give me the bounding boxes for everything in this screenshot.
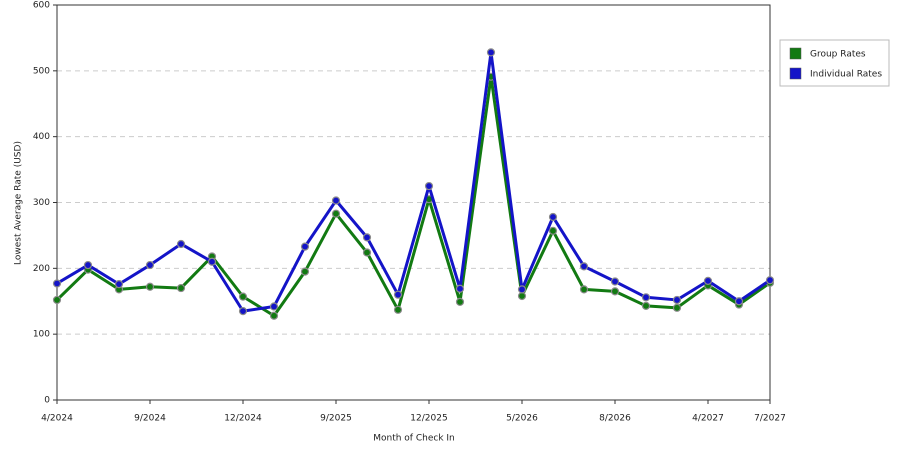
y-tick-label: 100	[33, 330, 50, 340]
data-point	[269, 311, 279, 320]
series-line	[55, 75, 771, 318]
data-point	[579, 285, 589, 294]
series-line	[56, 50, 771, 313]
data-point	[517, 291, 527, 301]
y-tick-label: 500	[33, 66, 50, 76]
data-point	[83, 260, 93, 270]
x-tick-label: 7/2027	[754, 414, 786, 424]
data-point	[703, 276, 713, 285]
data-point	[517, 285, 527, 294]
data-point	[641, 301, 651, 310]
data-point	[393, 290, 403, 299]
data-point	[300, 267, 310, 276]
data-point	[455, 297, 465, 307]
x-tick-label: 12/2025	[410, 414, 447, 424]
data-point	[52, 279, 62, 288]
data-point	[641, 293, 651, 302]
y-axis-label: Lowest Average Rate (USD)	[14, 141, 24, 265]
data-point	[207, 257, 217, 266]
data-point	[362, 233, 372, 242]
data-point	[145, 282, 155, 291]
legend-label: Individual Rates	[810, 70, 882, 80]
x-axis-label: Month of Check In	[373, 434, 455, 444]
x-tick-label: 4/2024	[41, 414, 73, 424]
legend-swatch	[789, 67, 802, 80]
data-point	[455, 284, 465, 293]
x-tick-label: 9/2024	[134, 414, 166, 424]
data-point	[176, 239, 186, 249]
data-point	[548, 212, 558, 222]
data-point	[486, 48, 496, 57]
data-point	[610, 287, 620, 296]
data-point	[672, 303, 682, 312]
data-point	[548, 226, 558, 235]
x-tick-label: 9/2025	[320, 414, 352, 424]
x-tick-label: 12/2024	[224, 414, 262, 424]
data-point	[331, 209, 341, 218]
data-point	[331, 196, 341, 205]
data-point	[362, 248, 372, 257]
plot-frame	[56, 4, 771, 401]
data-point	[734, 297, 744, 306]
data-point	[238, 292, 248, 301]
data-point	[424, 181, 434, 191]
data-point	[300, 242, 310, 251]
data-point	[393, 305, 403, 314]
data-point	[114, 280, 124, 289]
legend-label: Group Rates	[810, 50, 866, 60]
data-point	[176, 283, 186, 293]
y-tick-label: 300	[33, 198, 50, 208]
y-tick-label: 600	[33, 1, 50, 11]
data-point	[269, 302, 279, 311]
data-point	[672, 295, 682, 305]
x-tick-label: 8/2026	[599, 414, 631, 424]
x-tick-label: 4/2027	[692, 414, 724, 424]
data-point	[52, 295, 62, 305]
x-tick-label: 5/2026	[506, 414, 538, 424]
data-point	[145, 260, 155, 270]
legend-swatch	[789, 47, 802, 60]
y-tick-label: 200	[33, 264, 50, 274]
y-tick-label: 400	[33, 132, 50, 142]
data-point	[579, 262, 589, 271]
data-point	[610, 277, 620, 286]
y-tick-label: 0	[44, 396, 50, 406]
data-point	[238, 307, 248, 316]
data-point	[765, 276, 775, 285]
